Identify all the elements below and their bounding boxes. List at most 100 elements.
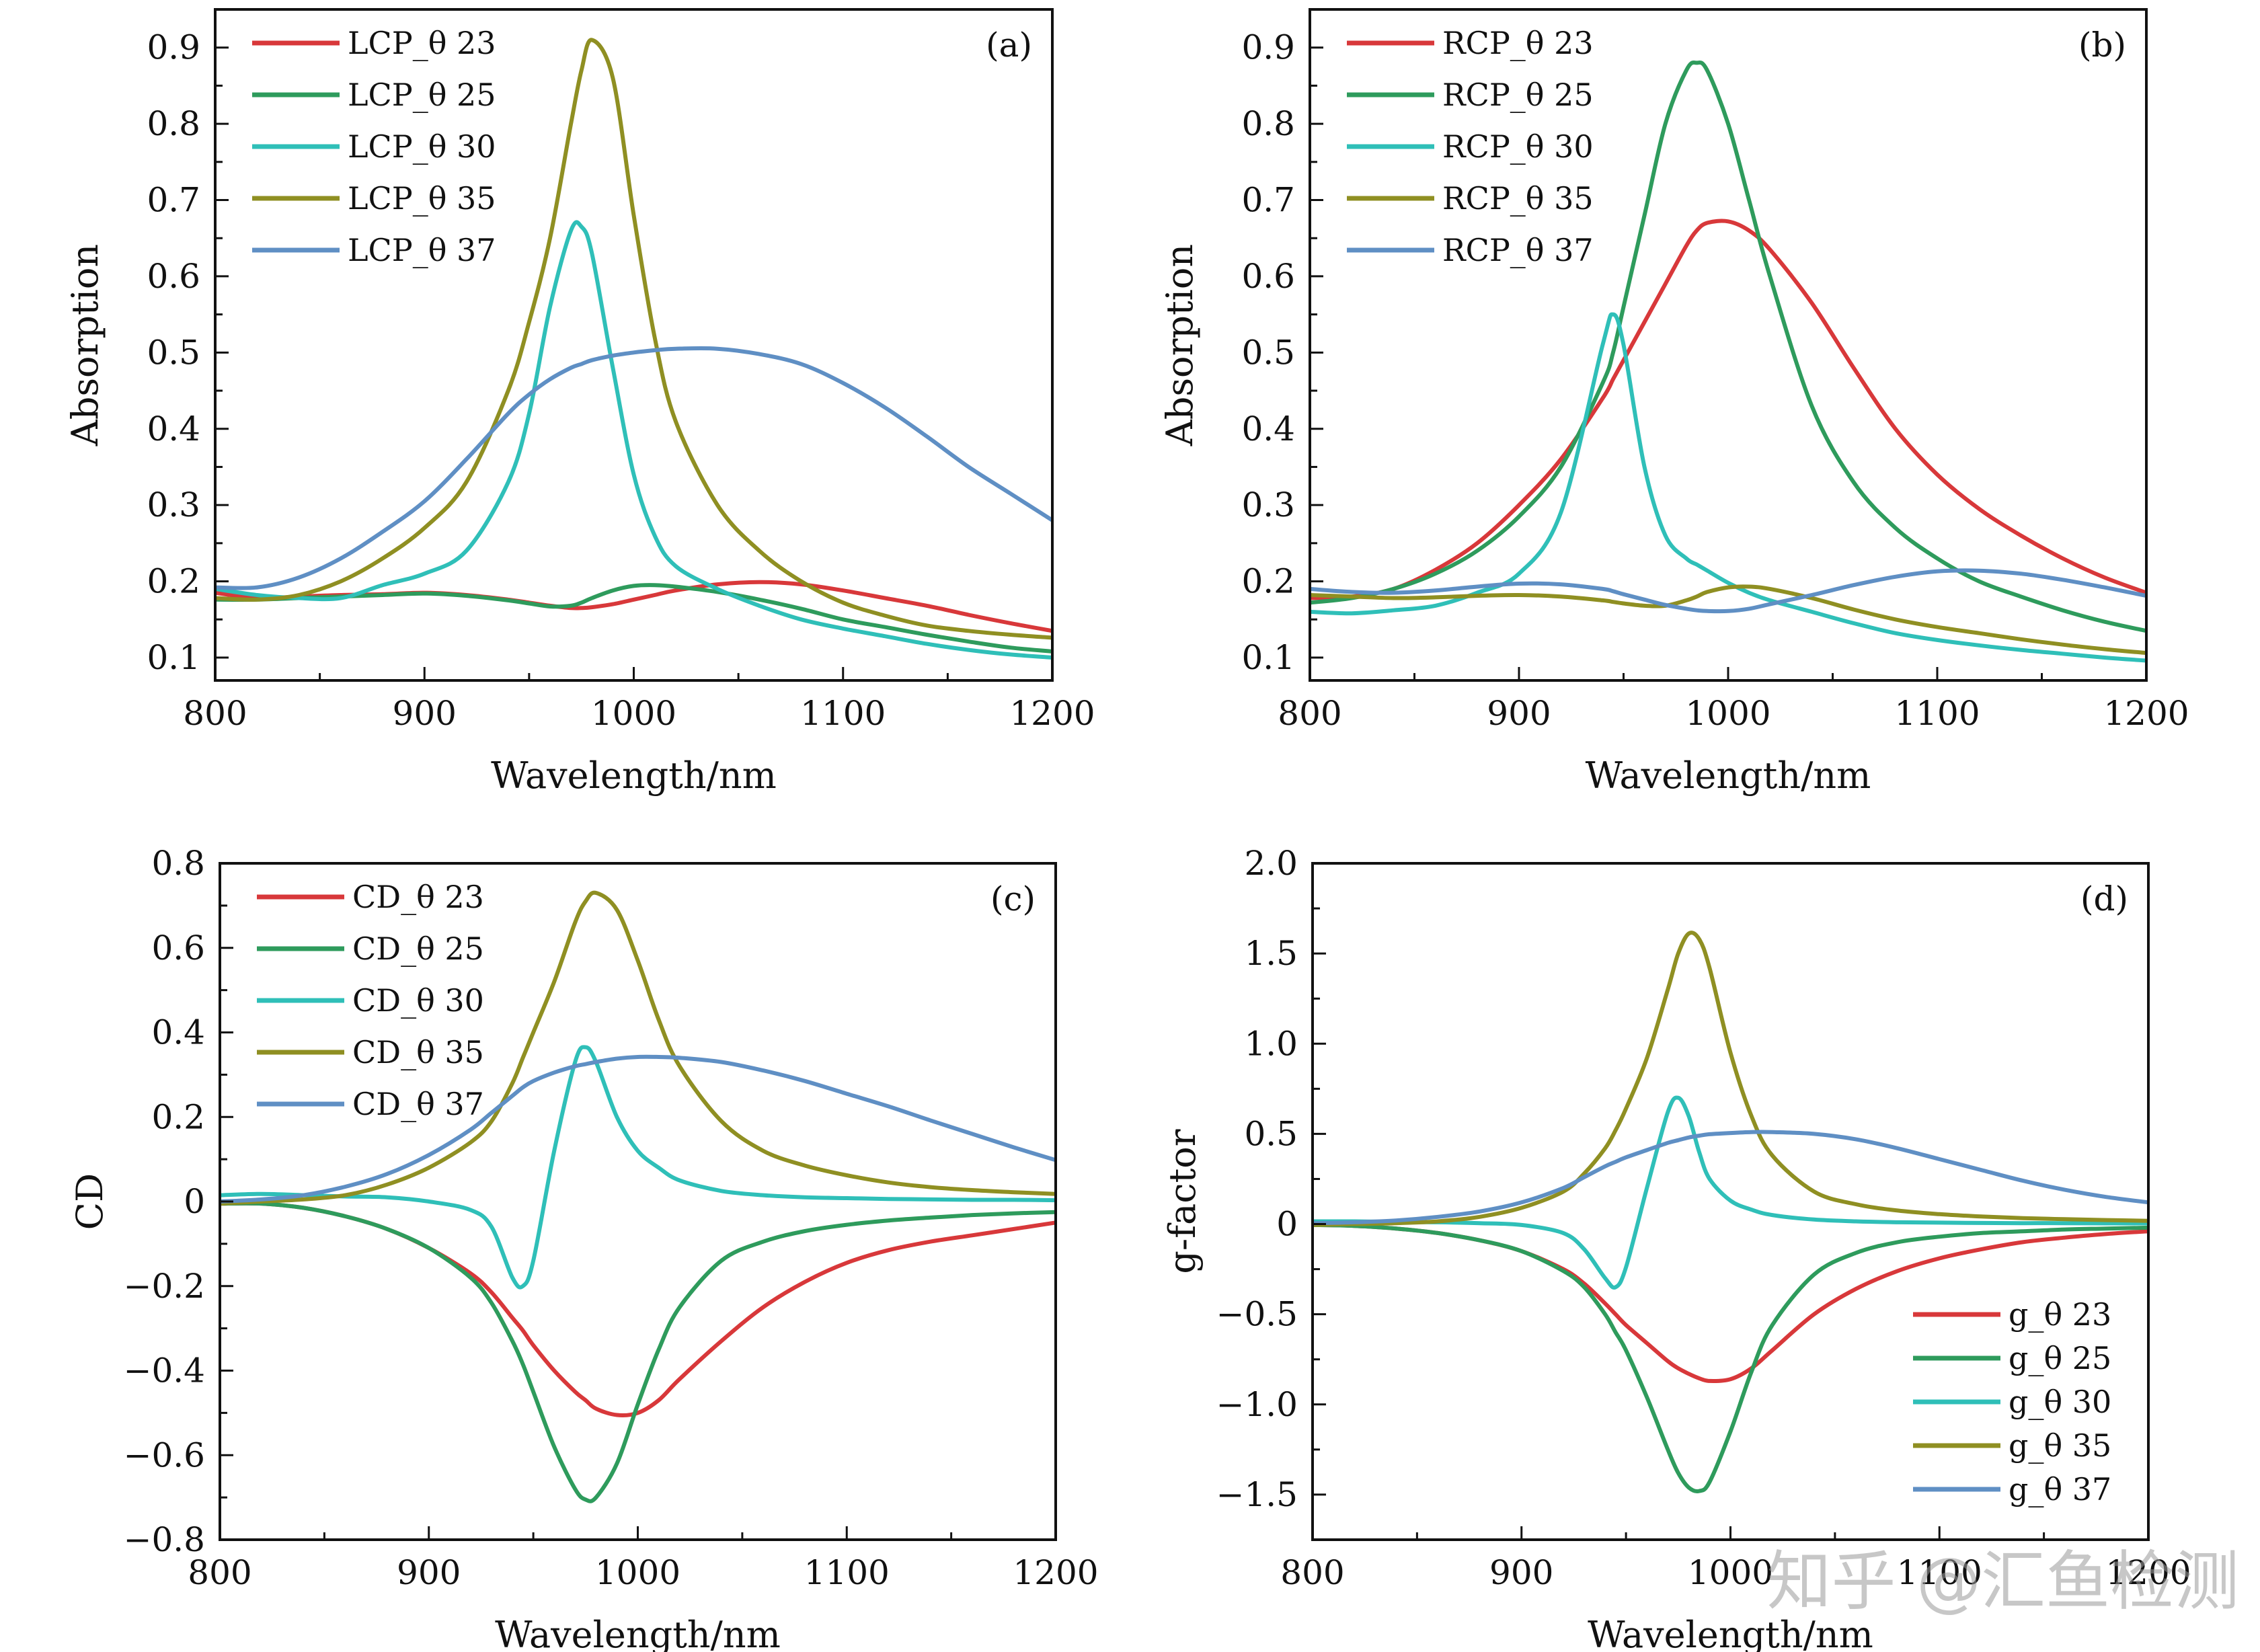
legend-label-4: RCP_θ 35 bbox=[1442, 180, 1594, 217]
legend-label-4: CD_θ 35 bbox=[352, 1034, 484, 1070]
series-lines bbox=[1313, 931, 2148, 1493]
y-tick-label: 0.7 bbox=[1241, 181, 1295, 220]
x-tick-label: 1100 bbox=[1894, 694, 1980, 733]
x-tick-label: 1000 bbox=[1685, 694, 1770, 733]
y-tick-label: 0 bbox=[1276, 1205, 1298, 1244]
x-tick-label: 900 bbox=[1489, 1553, 1553, 1592]
y-tick-label: 0.6 bbox=[151, 929, 205, 968]
y-tick-label: −0.2 bbox=[124, 1267, 205, 1306]
x-tick-label: 1100 bbox=[804, 1553, 890, 1592]
x-tick-label: 800 bbox=[1280, 1553, 1344, 1592]
x-tick-label: 900 bbox=[397, 1553, 461, 1592]
legend-label-4: LCP_θ 35 bbox=[348, 180, 496, 217]
x-axis-title: Wavelength/nm bbox=[491, 754, 777, 797]
series-lines bbox=[1310, 60, 2146, 663]
chart-panel-c: 800 900 1000 1100 1200 −0.8 −0.6 −0.4 −0.2 0 0.2 0.… bbox=[69, 844, 1099, 1652]
y-tick-label: 0.3 bbox=[1241, 485, 1295, 524]
y-axis-title: CD bbox=[69, 1173, 111, 1230]
y-tick-label: 0.2 bbox=[1241, 562, 1295, 601]
legend-label-1: LCP_θ 23 bbox=[348, 25, 496, 61]
y-axis-title: g-factor bbox=[1161, 1129, 1204, 1273]
y-tick-label: 0.9 bbox=[1241, 28, 1295, 67]
y-tick-label: 1.5 bbox=[1244, 934, 1298, 973]
y-tick-label: 0.5 bbox=[1241, 333, 1295, 372]
y-tick-label: 0.5 bbox=[147, 333, 200, 372]
y-tick-label: 0.8 bbox=[1241, 104, 1295, 143]
legend-label-4: g_θ 35 bbox=[2009, 1427, 2111, 1464]
legend: g_θ 23 g_θ 25 g_θ 30 g_θ 35 g_θ 37 bbox=[1913, 1296, 2111, 1507]
y-tick-label: 0.9 bbox=[147, 28, 200, 67]
series-line-5 bbox=[215, 346, 1052, 590]
y-tick-label: 0 bbox=[184, 1182, 205, 1221]
y-tick-label: 0.3 bbox=[147, 485, 200, 524]
legend-label-1: CD_θ 23 bbox=[352, 879, 484, 915]
series-line-1 bbox=[1310, 219, 2146, 600]
legend-label-5: RCP_θ 37 bbox=[1442, 232, 1594, 268]
legend-label-2: RCP_θ 25 bbox=[1442, 77, 1594, 113]
legend-label-1: g_θ 23 bbox=[2009, 1296, 2111, 1333]
legend: LCP_θ 23 LCP_θ 25 LCP_θ 30 LCP_θ 35 LCP_θ 37 bbox=[252, 25, 496, 268]
x-tick-label: 1100 bbox=[1897, 1553, 1982, 1592]
x-tick-label: 1200 bbox=[2103, 694, 2189, 733]
panel-label: (b) bbox=[2078, 26, 2126, 65]
series-line-2 bbox=[1313, 1222, 2148, 1493]
legend-label-3: CD_θ 30 bbox=[352, 982, 484, 1019]
y-tick-label: 0.1 bbox=[147, 638, 200, 677]
x-tick-label: 1200 bbox=[1009, 694, 1095, 733]
panel-label: (d) bbox=[2080, 879, 2128, 918]
y-tick-label: 1.0 bbox=[1244, 1024, 1298, 1063]
series-line-3 bbox=[1313, 1095, 2148, 1290]
chart-panel-d: 800 900 1000 1100 1200 −1.5 −1.0 −0.5 0 0.5 1.0 1.5… bbox=[1161, 844, 2191, 1652]
series-line-5 bbox=[220, 1054, 1056, 1204]
x-tick-label: 1200 bbox=[2105, 1553, 2191, 1592]
x-tick-label: 900 bbox=[1487, 694, 1551, 733]
y-tick-label: −0.4 bbox=[124, 1351, 205, 1390]
series-line-3 bbox=[215, 220, 1052, 660]
x-tick-label: 800 bbox=[1278, 694, 1341, 733]
panels: 800 900 1000 1100 1200 0.1 0.2 0.3 0.4 0.5 0.6 0.7 0… bbox=[64, 8, 2191, 1652]
y-tick-label: −1.5 bbox=[1216, 1475, 1298, 1514]
legend-label-3: RCP_θ 30 bbox=[1442, 128, 1594, 165]
panel-label: (a) bbox=[986, 26, 1032, 65]
legend: RCP_θ 23 RCP_θ 25 RCP_θ 30 RCP_θ 35 RCP_θ 37 bbox=[1347, 25, 1594, 268]
chart-panel-b: 800 900 1000 1100 1200 0.1 0.2 0.3 0.4 0.5 0.6 0.7 0… bbox=[1159, 8, 2189, 797]
y-tick-label: 0.4 bbox=[147, 409, 200, 448]
series-line-2 bbox=[215, 583, 1052, 654]
y-tick-label: 0.8 bbox=[151, 844, 205, 883]
legend-label-5: LCP_θ 37 bbox=[348, 232, 496, 268]
y-tick-label: 0.8 bbox=[147, 104, 200, 143]
legend: CD_θ 23 CD_θ 25 CD_θ 30 CD_θ 35 CD_θ 37 bbox=[257, 879, 484, 1122]
legend-label-2: g_θ 25 bbox=[2009, 1340, 2111, 1376]
x-tick-label: 1200 bbox=[1013, 1553, 1098, 1592]
y-tick-label: 2.0 bbox=[1244, 844, 1298, 883]
x-tick-label: 1000 bbox=[591, 694, 676, 733]
x-tick-label: 900 bbox=[393, 694, 457, 733]
y-tick-label: 0.6 bbox=[1241, 257, 1295, 296]
series-line-5 bbox=[1313, 1130, 2148, 1226]
x-axis-title: Wavelength/nm bbox=[1586, 754, 1871, 797]
series-line-2 bbox=[1310, 60, 2146, 633]
y-tick-label: 0.7 bbox=[147, 181, 200, 220]
x-axis-title: Wavelength/nm bbox=[495, 1614, 781, 1652]
x-axis-title: Wavelength/nm bbox=[1588, 1614, 1873, 1652]
legend-label-2: CD_θ 25 bbox=[352, 931, 484, 967]
series-line-4 bbox=[1313, 931, 2148, 1227]
series-line-4 bbox=[215, 38, 1052, 640]
y-tick-label: −0.5 bbox=[1216, 1295, 1298, 1334]
y-tick-label: −0.8 bbox=[124, 1520, 205, 1559]
series-lines bbox=[220, 890, 1056, 1503]
x-tick-label: 1000 bbox=[1688, 1553, 1773, 1592]
y-tick-label: 0.4 bbox=[151, 1013, 205, 1052]
y-tick-label: 0.4 bbox=[1241, 409, 1295, 448]
y-axis-title: Absorption bbox=[64, 244, 106, 446]
y-tick-label: −0.6 bbox=[124, 1435, 205, 1474]
legend-label-2: LCP_θ 25 bbox=[348, 77, 496, 113]
panel-label: (c) bbox=[990, 879, 1036, 918]
y-tick-label: 0.2 bbox=[151, 1097, 205, 1136]
x-tick-label: 800 bbox=[183, 694, 247, 733]
x-tick-label: 1000 bbox=[595, 1553, 680, 1592]
series-line-4 bbox=[1310, 584, 2146, 656]
x-tick-label: 1100 bbox=[800, 694, 886, 733]
legend-label-5: g_θ 37 bbox=[2009, 1471, 2111, 1507]
